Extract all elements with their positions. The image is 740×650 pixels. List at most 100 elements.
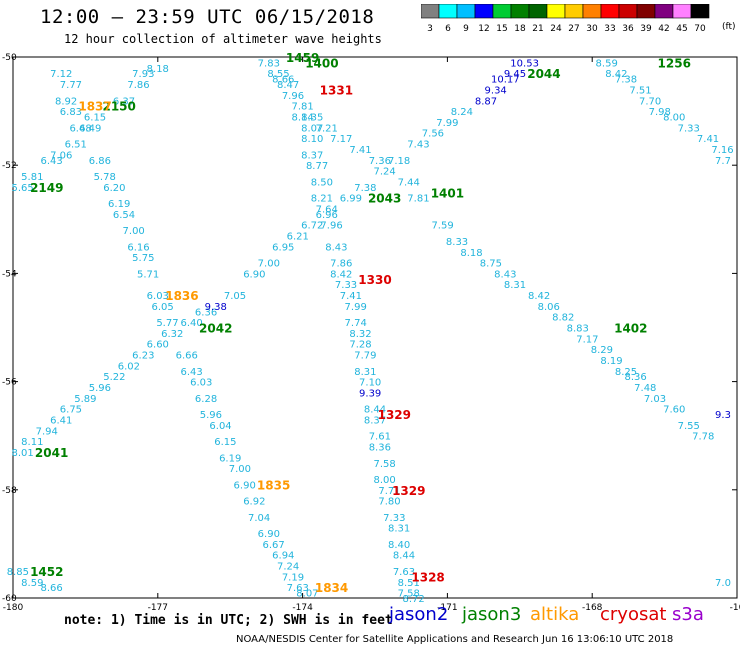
wave-height-value: 8.36 [369,443,391,454]
pass-time-label: 1400 [305,56,338,70]
pass-time-label: 2043 [368,192,401,206]
color-scale-label: 12 [478,24,489,34]
pass-time-label: 2150 [102,100,135,114]
legend-altika: altika [530,604,580,625]
wave-height-value: 7.48 [634,383,656,394]
wave-height-value: 6.41 [50,415,72,426]
wave-height-value: 8.50 [311,177,333,188]
wave-height-value: 7.06 [50,150,72,161]
wave-height-value: 6.72 [301,221,323,232]
wave-height-value: 7.86 [330,259,352,270]
wave-height-value: 9.39 [359,388,381,399]
wave-height-value: 8.51 [398,578,420,589]
wave-height-value: 8.35 [301,113,323,124]
wave-height-value: 7.04 [248,513,270,524]
wave-height-value: 8.32 [349,329,371,340]
wave-height-value: 8.37 [364,415,386,426]
wave-height-value: 8.31 [504,280,526,291]
wave-height-value: 8.00 [374,475,396,486]
wave-height-value: 7.71 [378,486,400,497]
wave-height-value: 6.90 [258,529,280,540]
lat-tick-label: -60 [2,594,17,604]
color-scale-label: 24 [550,24,562,34]
wave-height-value: 8.59 [596,58,618,69]
wave-height-value: 7.61 [369,432,391,443]
wave-height-value: 7.41 [349,145,371,156]
wave-height-value: 7.44 [398,177,420,188]
wave-height-value: 6.04 [209,421,231,432]
wave-height-value: 7.63 [287,583,309,594]
wave-height-value: 6.54 [113,210,135,221]
wave-height-value: 8.92 [55,96,77,107]
wave-height-value: 7.36 [369,156,391,167]
wave-height-value: 7.70 [639,96,661,107]
pass-time-label: 2041 [35,446,68,460]
lon-tick-label: -174 [292,603,313,613]
wave-height-value: 7.03 [644,394,666,405]
wave-height-value: 7.17 [330,134,352,145]
wave-height-value: 8.18 [460,248,482,259]
wave-height-value: 6.28 [195,394,217,405]
wave-height-value: 8.37 [301,150,323,161]
wave-height-value: 8.44 [393,551,415,562]
wave-height-value: 8.36 [625,372,647,383]
wave-height-value: 8.59 [21,578,43,589]
wave-height-value: 7.83 [258,58,280,69]
wave-height-value: 8.82 [552,313,574,324]
wave-height-value: 7.51 [629,85,651,96]
wave-height-value: 8.29 [591,345,613,356]
wave-height-value: 5.65 [12,183,34,194]
wave-height-value: 8.10 [301,134,323,145]
wave-height-value: 6.66 [176,351,198,362]
wave-height-value: 8.07 [296,589,318,600]
wave-height-value: 7.96 [320,221,342,232]
color-scale-label: 42 [658,24,669,34]
wave-height-value: 6.32 [161,329,183,340]
wave-height-value: 8.55 [267,69,289,80]
wave-height-value: 8.66 [40,583,62,594]
wave-height-value: 7.21 [316,123,338,134]
wave-height-value: 7.64 [316,204,338,215]
color-scale-label: 6 [445,24,451,34]
wave-height-value: 7.98 [649,107,671,118]
wave-height-value: 7.33 [678,123,700,134]
color-scale-label: 18 [514,24,526,34]
wave-height-value: 6.83 [60,107,82,118]
wave-height-value: 8.40 [388,540,410,551]
wave-height-value: 7.99 [436,118,458,129]
wave-height-value: 7.41 [697,134,719,145]
legend-jason2: jason2 [389,604,449,625]
legend-jason3: jason3 [462,604,522,625]
lon-tick-label: -16 [730,603,740,613]
wave-height-value: 5.96 [200,410,222,421]
wave-height-value: 6.48 [69,123,91,134]
legend-cryosat: cryosat [600,604,667,625]
wave-height-value: 7.80 [378,497,400,508]
wave-height-value: 8.25 [615,367,637,378]
wave-height-value: 7.59 [431,221,453,232]
wave-height-value: 6.15 [214,437,236,448]
lat-tick-label: -56 [2,378,17,388]
wave-height-value: 8.19 [600,356,622,367]
wave-height-value: 6.90 [243,269,265,280]
lon-tick-label: -168 [582,603,603,613]
wave-height-value: 6.02 [118,361,140,372]
lat-tick-label: -54 [2,269,17,279]
legend-s3a: s3a [672,604,704,625]
wave-height-value: 5.96 [89,383,111,394]
wave-height-value: 6.16 [127,242,149,253]
wave-height-value: 8.21 [311,194,333,205]
wave-height-value: 8.06 [538,302,560,313]
wave-height-value: 7.58 [398,589,420,600]
wave-height-value: 8.87 [475,96,497,107]
wave-height-value: 6.36 [195,307,217,318]
wave-height-value: 6.20 [103,183,125,194]
wave-height-value: 7.79 [354,351,376,362]
lon-tick-label: -171 [437,603,457,613]
lat-tick-label: -50 [2,53,17,63]
pass-time-label: 1329 [378,408,411,422]
page-subtitle: 12 hour collection of altimeter wave hei… [64,32,382,46]
wave-height-value: 7.19 [282,572,304,583]
pass-time-label: 1256 [658,56,691,70]
wave-height-value: 7.24 [277,562,299,573]
